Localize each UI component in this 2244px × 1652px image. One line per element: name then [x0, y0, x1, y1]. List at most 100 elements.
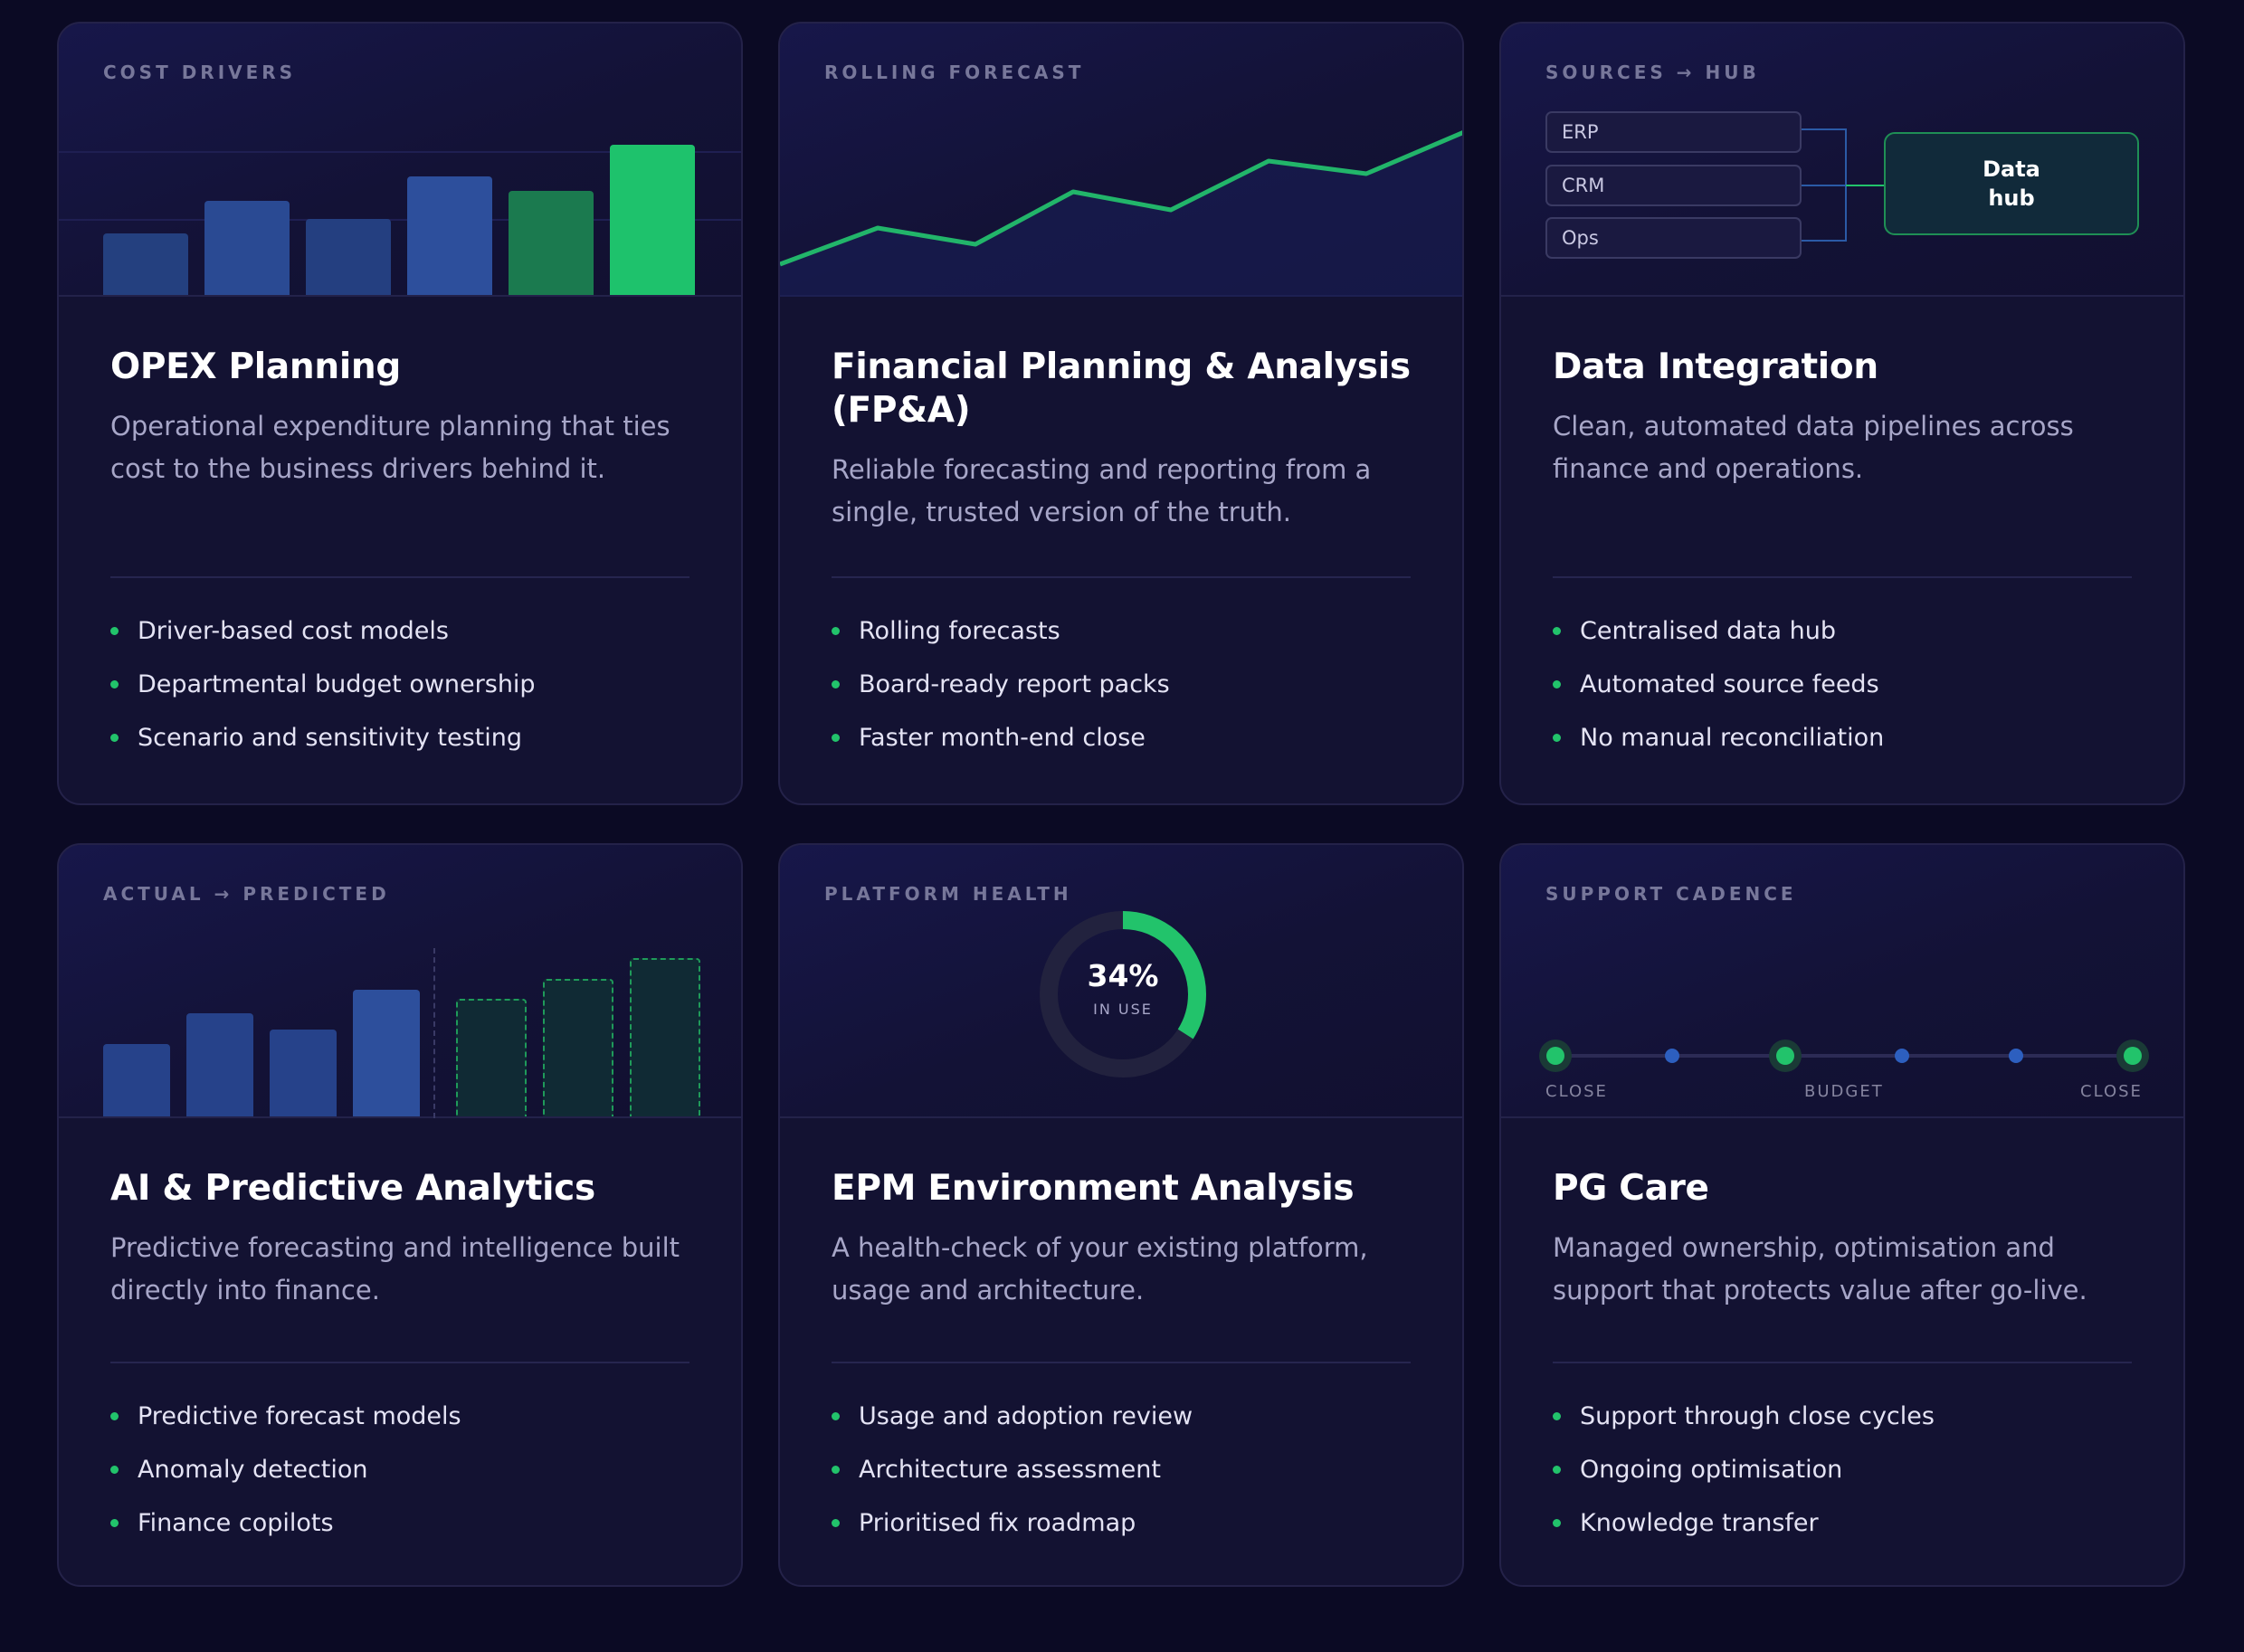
- feature-item: Driver-based cost models: [110, 604, 705, 658]
- bar-area: [103, 946, 700, 1116]
- feature-item: Anomaly detection: [110, 1443, 705, 1496]
- card-title: OPEX Planning: [110, 347, 401, 387]
- card-description: Operational expenditure planning that ti…: [110, 411, 670, 484]
- feature-item: Scenario and sensitivity testing: [110, 711, 705, 764]
- connector-lines: [1802, 128, 1884, 242]
- feature-list: Usage and adoption review Architecture a…: [832, 1390, 1426, 1550]
- card-ai-predictive[interactable]: ACTUAL → PREDICTED AI & Predictive Analy…: [57, 843, 743, 1587]
- feature-item: Predictive forecast models: [110, 1390, 705, 1443]
- divider: [110, 1362, 689, 1363]
- card-eyebrow: SUPPORT CADENCE: [1545, 883, 1797, 905]
- card-description: A health-check of your existing platform…: [832, 1232, 1368, 1305]
- feature-item: Prioritised fix roadmap: [832, 1496, 1426, 1550]
- card-fpa[interactable]: ROLLING FORECAST Financial Planning & An…: [778, 22, 1464, 805]
- card-pg-care[interactable]: SUPPORT CADENCE CLOSE BUDGET CLOSE PG Ca…: [1499, 843, 2185, 1587]
- source-ops: Ops: [1545, 217, 1802, 259]
- card-eyebrow: ROLLING FORECAST: [824, 62, 1085, 83]
- feature-item: Centralised data hub: [1553, 604, 2147, 658]
- cost-drivers-chart: COST DRIVERS: [59, 24, 741, 297]
- bullet-dot: [832, 734, 840, 742]
- feature-item: Finance copilots: [110, 1496, 705, 1550]
- cost-bar: [306, 219, 391, 295]
- cost-bar: [103, 233, 188, 295]
- bullet-dot: [1553, 1519, 1561, 1527]
- card-description: Predictive forecasting and intelligence …: [110, 1232, 680, 1305]
- support-cadence-timeline: SUPPORT CADENCE CLOSE BUDGET CLOSE: [1501, 845, 2183, 1118]
- predicted-bar: [543, 979, 613, 1116]
- gauge-value: 34%: [1087, 958, 1159, 993]
- bullet-dot: [110, 1466, 119, 1474]
- feature-item: Automated source feeds: [1553, 658, 2147, 711]
- source-erp: ERP: [1545, 111, 1802, 153]
- forecast-line: [780, 130, 1462, 267]
- bar-area: [103, 132, 700, 295]
- feature-list: Predictive forecast models Anomaly detec…: [110, 1390, 705, 1550]
- bullet-dot: [832, 1466, 840, 1474]
- divider: [110, 576, 689, 578]
- bullet-dot: [832, 1412, 840, 1420]
- card-description: Managed ownership, optimisation and supp…: [1553, 1232, 2087, 1305]
- card-title: Financial Planning & Analysis (FP&A): [832, 347, 1411, 431]
- source-crm: CRM: [1545, 165, 1802, 206]
- actual-predicted-chart: ACTUAL → PREDICTED: [59, 845, 741, 1118]
- feature-item: Architecture assessment: [832, 1443, 1426, 1496]
- card-opex-planning[interactable]: COST DRIVERS OPEX Planning Operational e…: [57, 22, 743, 805]
- card-title: AI & Predictive Analytics: [110, 1168, 595, 1209]
- timeline-svg: [1539, 1040, 2149, 1072]
- bullet-dot: [1553, 680, 1561, 688]
- bullet-dot: [110, 1519, 119, 1527]
- sources-hub-diagram: SOURCES → HUB ERP CRM Ops Data hub: [1501, 24, 2183, 297]
- forecast-line-svg: [780, 130, 1462, 297]
- feature-list: Centralised data hub Automated source fe…: [1553, 604, 2147, 764]
- feature-item: Support through close cycles: [1553, 1390, 2147, 1443]
- card-eyebrow: ACTUAL → PREDICTED: [103, 883, 390, 905]
- predicted-bar: [456, 999, 527, 1116]
- cost-bar: [509, 191, 594, 295]
- feature-item: Board-ready report packs: [832, 658, 1426, 711]
- feature-list: Support through close cycles Ongoing opt…: [1553, 1390, 2147, 1550]
- bullet-dot: [1553, 627, 1561, 635]
- bullet-dot: [110, 680, 119, 688]
- bullet-dot: [832, 680, 840, 688]
- actual-bar: [103, 1044, 170, 1116]
- timeline-label-budget: BUDGET: [1804, 1082, 1884, 1101]
- divider: [1553, 576, 2132, 578]
- gridline: [59, 219, 741, 221]
- feature-item: Departmental budget ownership: [110, 658, 705, 711]
- bullet-dot: [1553, 734, 1561, 742]
- card-data-integration[interactable]: SOURCES → HUB ERP CRM Ops Data hub Data …: [1499, 22, 2185, 805]
- feature-item: Usage and adoption review: [832, 1390, 1426, 1443]
- donut-gauge: [1040, 911, 1206, 1078]
- bullet-dot: [110, 734, 119, 742]
- gauge-caption: IN USE: [1093, 1001, 1153, 1018]
- feature-list: Driver-based cost models Departmental bu…: [110, 604, 705, 764]
- services-grid: COST DRIVERS OPEX Planning Operational e…: [57, 22, 2185, 1587]
- card-title: Data Integration: [1553, 347, 1878, 387]
- actual-bar: [353, 990, 420, 1116]
- divider: [832, 576, 1411, 578]
- cost-bar: [610, 145, 695, 295]
- bullet-dot: [832, 627, 840, 635]
- gridline: [59, 151, 741, 153]
- card-eyebrow: SOURCES → HUB: [1545, 62, 1760, 83]
- forecast-area: [780, 132, 1462, 297]
- bullet-dot: [832, 1519, 840, 1527]
- feature-item: No manual reconciliation: [1553, 711, 2147, 764]
- feature-item: Rolling forecasts: [832, 604, 1426, 658]
- card-epm-analysis[interactable]: PLATFORM HEALTH 34% IN USE EPM Environme…: [778, 843, 1464, 1587]
- predicted-bar: [630, 958, 700, 1116]
- card-description: Reliable forecasting and reporting from …: [832, 454, 1372, 527]
- timeline-label-close: CLOSE: [2080, 1082, 2143, 1101]
- feature-item: Faster month-end close: [832, 711, 1426, 764]
- divider: [832, 1362, 1411, 1363]
- feature-item: Knowledge transfer: [1553, 1496, 2147, 1550]
- card-title: PG Care: [1553, 1168, 1709, 1209]
- bullet-dot: [1553, 1412, 1561, 1420]
- timeline-label-close: CLOSE: [1545, 1082, 1608, 1101]
- card-eyebrow: COST DRIVERS: [103, 62, 297, 83]
- actual-bar: [270, 1030, 337, 1116]
- cost-bar: [407, 176, 492, 295]
- card-title: EPM Environment Analysis: [832, 1168, 1355, 1209]
- card-eyebrow: PLATFORM HEALTH: [824, 883, 1072, 905]
- platform-health-gauge: PLATFORM HEALTH 34% IN USE: [780, 845, 1462, 1118]
